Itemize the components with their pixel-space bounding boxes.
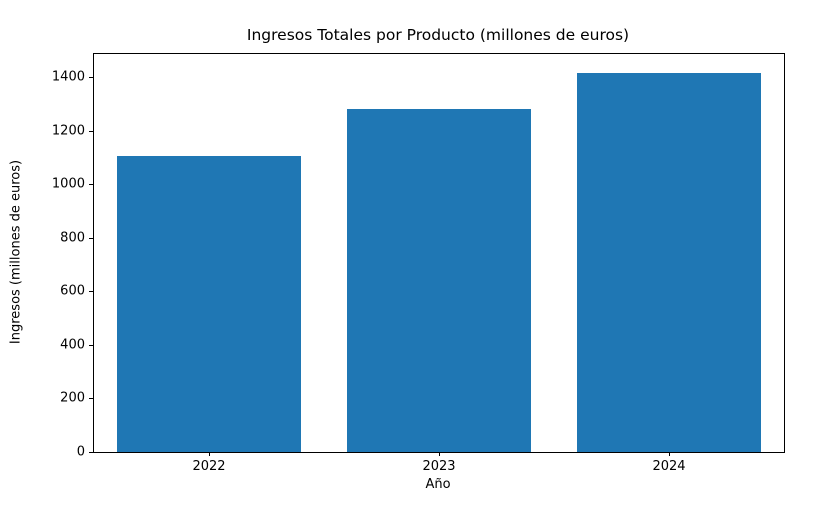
x-tick-label-2024: 2024: [652, 459, 686, 474]
y-tick-1200: [89, 130, 93, 132]
x-axis-label: Año: [425, 477, 451, 492]
y-tick-label-0: 0: [76, 444, 85, 460]
y-tick-label-1200: 1200: [51, 123, 85, 139]
y-tick-400: [89, 344, 93, 346]
y-tick-600: [89, 291, 93, 293]
plot-area: 2022 2023 2024 0 200 400 600 800 1000 1200 1400: [52, 53, 785, 474]
x-tick-2022: [209, 452, 210, 456]
bar-2022: [117, 156, 301, 452]
x-tick-2023: [439, 452, 440, 456]
y-tick-1000: [89, 184, 93, 186]
y-tick-label-800: 800: [60, 230, 85, 246]
y-tick-label-400: 400: [60, 337, 85, 353]
y-tick-label-1000: 1000: [51, 176, 85, 192]
bar-2024: [577, 73, 761, 452]
y-tick-1400: [89, 77, 93, 79]
y-tick-label-200: 200: [60, 390, 85, 406]
x-tick-2024: [669, 452, 670, 456]
y-tick-label-600: 600: [60, 283, 85, 299]
chart-title: Ingresos Totales por Producto (millones …: [246, 26, 630, 44]
y-tick-label-1400: 1400: [51, 69, 85, 85]
y-tick-800: [89, 237, 93, 239]
x-tick-label-2022: 2022: [192, 459, 226, 474]
y-tick-200: [89, 398, 93, 400]
y-axis-label: Ingresos (millones de euros): [8, 159, 24, 345]
x-tick-label-2023: 2023: [422, 459, 456, 474]
y-tick-0: [89, 452, 93, 453]
bar-2023: [347, 109, 531, 452]
